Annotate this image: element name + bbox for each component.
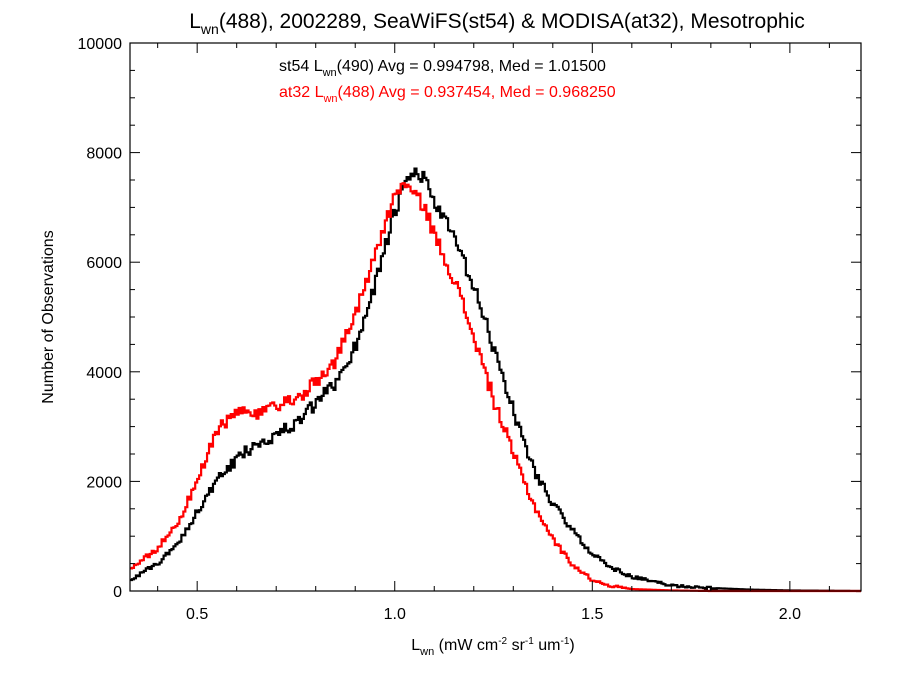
series-line-at32 <box>130 182 861 593</box>
y-axis: 0 2000 4000 6000 8000 10000 <box>78 36 861 601</box>
plot-area <box>130 167 861 593</box>
series-line-st54 <box>130 167 861 593</box>
y-tick-label: 8000 <box>86 146 122 163</box>
x-tick-label: 1.0 <box>384 606 406 623</box>
x-axis-label: Lwn (mW cm-2 sr-1 um-1) <box>411 636 574 658</box>
x-axis: 0.5 1.0 1.5 2.0 <box>157 43 830 623</box>
y-tick-label: 6000 <box>86 255 122 272</box>
plot-frame <box>129 42 862 592</box>
x-tick-label: 2.0 <box>779 606 801 623</box>
annotation-at32: at32 Lwn(488) Avg = 0.937454, Med = 0.96… <box>279 84 616 105</box>
annotation-st54: st54 Lwn(490) Avg = 0.994798, Med = 1.01… <box>279 58 606 79</box>
y-tick-label: 10000 <box>78 36 123 53</box>
x-tick-label: 0.5 <box>186 606 208 623</box>
chart-title: Lwn(488), 2002289, SeaWiFS(st54) & MODIS… <box>189 10 805 37</box>
y-tick-label: 2000 <box>86 474 122 491</box>
y-axis-label: Number of Observations <box>40 230 57 403</box>
y-tick-label: 0 <box>113 584 122 601</box>
y-tick-label: 4000 <box>86 365 122 382</box>
x-tick-label: 1.5 <box>581 606 603 623</box>
